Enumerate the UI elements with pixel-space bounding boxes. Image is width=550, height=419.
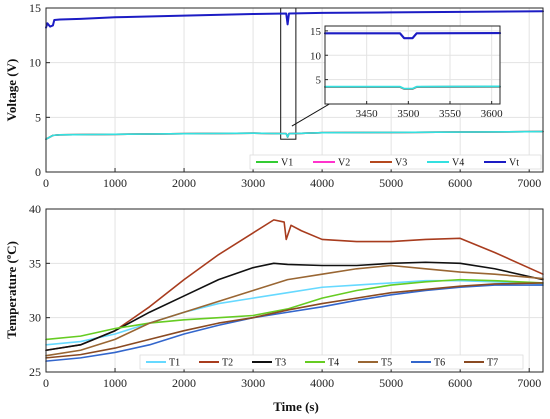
temperature-legend: T1 T2 T3 T4 T5 T6 T7 — [139, 354, 524, 370]
legend-label-t6: T6 — [434, 358, 445, 369]
y-tick-label: 30 — [29, 311, 41, 325]
inset-y-tick-label: 5 — [316, 75, 322, 87]
voltage-series-group — [45, 10, 544, 140]
zoom-box — [280, 7, 297, 140]
series-line-t6 — [45, 284, 544, 362]
temperature-x-ticks: 0 1000 2000 3000 4000 5000 6000 7000 — [43, 376, 541, 390]
series-line-t5 — [45, 264, 544, 357]
legend-label-vt: Vt — [509, 158, 519, 169]
temperature-chart: 0 1000 2000 3000 4000 5000 6000 7000 25 30 35 40 T… — [4, 202, 544, 414]
x-tick-label: 4000 — [310, 176, 334, 190]
series-line-t7 — [45, 282, 544, 359]
plot-frame — [45, 7, 544, 173]
temperature-frame — [45, 208, 544, 373]
x-tick-label: 3000 — [241, 376, 265, 390]
y-tick-label: 0 — [35, 165, 41, 179]
x-tick-label: 1000 — [103, 176, 127, 190]
y-tick-label: 25 — [29, 365, 41, 379]
x-tick-label: 3000 — [241, 176, 265, 190]
series-line-t2 — [45, 219, 544, 352]
legend-box — [249, 154, 542, 170]
x-tick-label: 7000 — [517, 176, 541, 190]
series-line-vt — [45, 10, 544, 29]
legend-label-t4: T4 — [328, 358, 339, 369]
y-tick-label: 15 — [29, 1, 41, 15]
temperature-series-group — [45, 219, 544, 362]
x-tick-label: 5000 — [379, 376, 403, 390]
inset-x-tick-label: 3550 — [439, 108, 462, 120]
voltage-y-axis-label: Voltage (V) — [4, 59, 19, 122]
legend-label-t2: T2 — [222, 358, 233, 369]
temperature-x-axis-label: Time (s) — [273, 399, 319, 414]
series-line-t1 — [45, 279, 544, 346]
inset-series-line-vt — [323, 31, 502, 40]
series-line-t4 — [45, 278, 544, 341]
voltage-chart: 3450 3500 3550 3600 5 10 15 0 1000 2000 3000 4000 5… — [4, 1, 544, 190]
legend-box — [139, 354, 524, 370]
x-tick-label: 7000 — [517, 376, 541, 390]
legend-label-t7: T7 — [487, 358, 498, 369]
plot-frame — [45, 208, 544, 373]
legend-label-t1: T1 — [169, 358, 180, 369]
legend-label-v3: V3 — [395, 158, 407, 169]
voltage-y-ticks: 0 5 10 15 — [29, 1, 41, 179]
legend-label-v1: V1 — [281, 158, 293, 169]
x-tick-label: 0 — [43, 176, 49, 190]
inset-series-line-v4 — [324, 85, 501, 90]
inset-x-tick-label: 3450 — [356, 108, 379, 120]
x-tick-label: 6000 — [448, 376, 472, 390]
x-tick-label: 1000 — [103, 376, 127, 390]
temperature-grid — [45, 208, 543, 373]
legend-label-t5: T5 — [381, 358, 392, 369]
legend-label-t3: T3 — [275, 358, 286, 369]
inset-y-tick-label: 15 — [310, 26, 322, 38]
inset-chart: 3450 3500 3550 3600 5 10 15 — [310, 25, 504, 120]
x-tick-label: 6000 — [448, 176, 472, 190]
inset-frame — [324, 25, 501, 105]
inset-x-tick-label: 3500 — [397, 108, 420, 120]
inset-x-tick-label: 3600 — [481, 108, 504, 120]
voltage-x-ticks: 0 1000 2000 3000 4000 5000 6000 7000 — [43, 176, 541, 190]
x-tick-label: 5000 — [379, 176, 403, 190]
x-tick-label: 2000 — [172, 376, 196, 390]
y-tick-label: 35 — [29, 256, 41, 270]
y-tick-label: 5 — [35, 110, 41, 124]
series-line-v4 — [45, 130, 544, 140]
x-tick-label: 4000 — [310, 376, 334, 390]
inset-y-tick-label: 10 — [310, 50, 322, 62]
y-tick-label: 10 — [29, 56, 41, 70]
series-line-t3 — [45, 261, 544, 352]
legend-label-v2: V2 — [338, 158, 350, 169]
temperature-y-ticks: 25 30 35 40 — [29, 202, 41, 379]
legend-label-v4: V4 — [452, 158, 464, 169]
x-tick-label: 0 — [43, 376, 49, 390]
temperature-y-axis-label: Temperature (ºC) — [4, 241, 19, 339]
voltage-legend: V1 V2 V3 V4 Vt — [249, 154, 542, 170]
y-tick-label: 40 — [29, 202, 41, 216]
x-tick-label: 2000 — [172, 176, 196, 190]
